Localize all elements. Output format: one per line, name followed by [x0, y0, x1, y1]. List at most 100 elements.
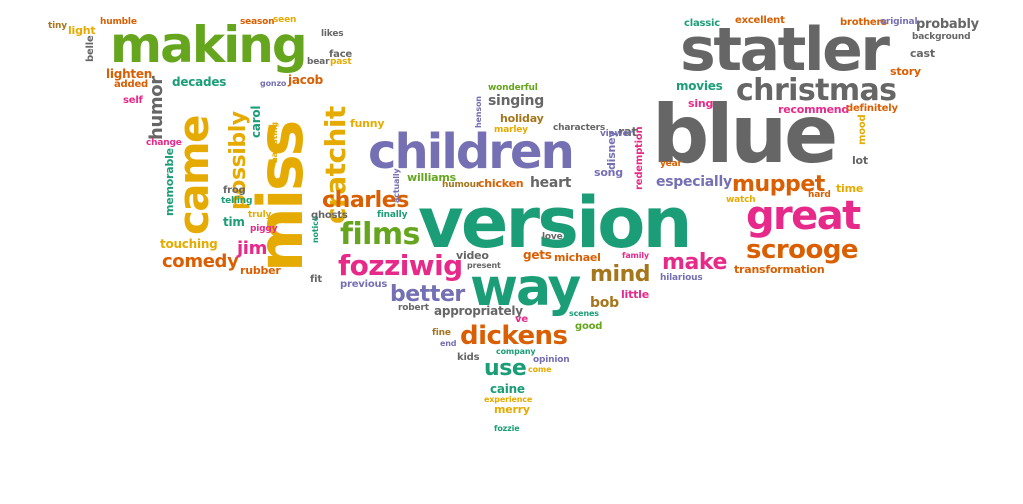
word-memorable: memorable [163, 148, 176, 216]
word-movies: movies [676, 79, 723, 93]
word-ve: ve [515, 314, 528, 325]
word-fozziwig: fozziwig [338, 249, 463, 282]
word-love: love [542, 232, 563, 242]
word-cast: cast [910, 47, 935, 60]
word-ghosts: ghosts [311, 210, 348, 221]
word-make: make [662, 250, 727, 275]
word-comedy: comedy [162, 251, 239, 272]
word-self: self [123, 95, 143, 106]
word-version: version [418, 182, 692, 264]
word-hilarious: hilarious [660, 273, 703, 283]
word-fine: fine [432, 328, 451, 338]
word-scrooge: scrooge [746, 235, 859, 265]
word-narrating: narrating [270, 122, 279, 163]
word-watch: watch [726, 195, 756, 205]
word-tim: tim [223, 215, 245, 229]
word-williams: williams [407, 171, 456, 184]
word-heart: heart [530, 175, 572, 191]
word-background: background [912, 32, 971, 42]
word-michael: michael [554, 251, 601, 264]
word-fozzie: fozzie [494, 424, 520, 433]
word-christmas: christmas [736, 73, 897, 108]
word-telling: telling [221, 196, 253, 206]
word-good: good [575, 321, 603, 332]
word-rat: rat [618, 125, 638, 139]
word-especially: especially [656, 174, 732, 190]
word-year: year [660, 159, 682, 169]
word-transformation: transformation [734, 263, 825, 276]
word-gets: gets [523, 248, 552, 262]
word-family: family [622, 251, 649, 260]
word-actually: actually [392, 168, 401, 203]
word-probably: probably [916, 17, 979, 32]
word-children: children [368, 124, 575, 180]
word-scenes: scenes [569, 309, 599, 318]
word-making: making [110, 16, 308, 74]
word-mind: mind [590, 262, 651, 287]
word-frog: frog [223, 185, 246, 196]
word-jim: jim [237, 238, 268, 259]
word-change: change [146, 138, 182, 148]
word-lighten: lighten [106, 67, 153, 81]
word-statler: statler [680, 15, 890, 85]
word-appropriately: appropriately [434, 304, 523, 318]
word-kids: kids [457, 352, 480, 363]
word-time: time [836, 182, 864, 195]
word-great: great [746, 193, 861, 239]
word-definitely: definitely [846, 103, 898, 114]
word-viewer: viewer [600, 129, 633, 139]
word-belle: belle [85, 35, 96, 62]
word-lot: lot [852, 154, 868, 167]
word-muppet: muppet [732, 172, 825, 197]
word-touching: touching [160, 237, 218, 251]
word-merry: merry [494, 403, 530, 416]
word-sing: sing [688, 97, 714, 110]
word-opinion: opinion [533, 355, 570, 365]
word-charles: charles [322, 188, 409, 213]
word-story: story [890, 65, 921, 78]
word-marley: marley [494, 125, 528, 135]
word-hard: hard [808, 190, 831, 200]
word-present: present [467, 261, 501, 270]
word-blue: blue [652, 88, 838, 181]
word-henson: henson [474, 96, 483, 128]
word-face: face [329, 49, 353, 60]
word-tiny: tiny [48, 21, 67, 31]
word-seen: seen [273, 15, 297, 25]
word-bob: bob [590, 295, 619, 311]
word-excellent: excellent [735, 15, 785, 26]
word-notice: notice [311, 216, 320, 243]
word-fit: fit [310, 274, 322, 285]
word-original: original [880, 17, 918, 27]
word-holiday: holiday [500, 112, 544, 125]
word-decades: decades [172, 75, 227, 89]
word-dickens: dickens [460, 321, 568, 351]
word-singing: singing [488, 93, 544, 109]
word-humor: humor [146, 76, 167, 140]
word-end: end [440, 339, 457, 348]
word-recommend: recommend [778, 103, 850, 116]
word-robert: robert [398, 303, 429, 313]
word-bear: bear [307, 57, 330, 67]
word-humble: humble [100, 17, 137, 27]
word-caine: caine [490, 382, 525, 396]
word-chicken: chicken [478, 177, 524, 190]
word-added: added [114, 79, 149, 90]
word-song: song [594, 166, 623, 179]
word-use: use [484, 356, 527, 381]
word-piggy: piggy [250, 224, 278, 234]
word-better: better [390, 282, 465, 307]
word-finally: finally [377, 210, 408, 220]
word-company: company [496, 347, 536, 356]
word-brothers: brothers [840, 17, 887, 28]
word-carol: carol [249, 105, 263, 138]
word-classic: classic [684, 18, 720, 29]
word-past: past [330, 57, 352, 67]
word-little: little [621, 288, 649, 301]
word-characters: characters [553, 123, 606, 133]
word-light: light [68, 24, 96, 37]
word-films: films [340, 217, 420, 252]
word-funny: funny [350, 117, 385, 130]
word-come: come [528, 365, 552, 374]
word-wonderful: wonderful [488, 83, 538, 93]
